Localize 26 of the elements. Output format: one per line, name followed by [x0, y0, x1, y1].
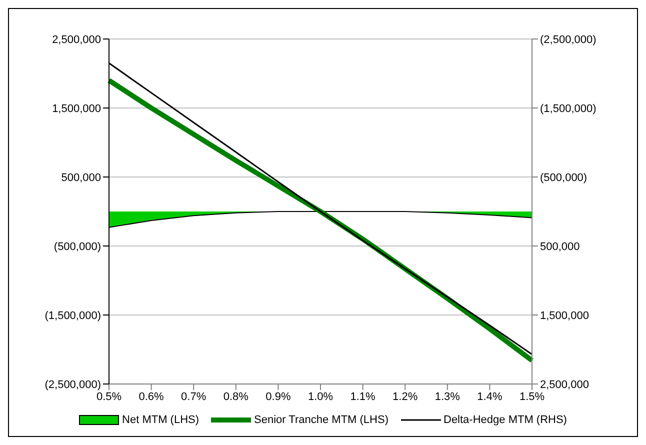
x-tick-label: 1.0% [308, 390, 334, 403]
legend-label: Net MTM (LHS) [122, 414, 200, 426]
legend-label: Delta-Hedge MTM (RHS) [444, 414, 567, 426]
y-tick-label: (500,000) [54, 240, 101, 253]
x-tick-label: 1.5% [519, 390, 545, 403]
x-tick-label: 0.5% [96, 390, 122, 403]
y2-tick-label: (1,500,000) [540, 102, 596, 115]
y-tick-label: 500,000 [61, 172, 101, 184]
x-tick-label: 0.8% [223, 390, 249, 403]
legend-label: Senior Tranche MTM (LHS) [254, 414, 388, 426]
y2-tick-label: 1,500,000 [540, 310, 589, 322]
x-tick-label: 1.2% [392, 390, 418, 403]
x-tick-label: 1.3% [434, 390, 460, 403]
x-tick-label: 0.6% [138, 390, 164, 403]
y2-tick-label: 500,000 [540, 240, 580, 253]
x-tick-label: 0.9% [266, 390, 291, 403]
y-tick-label: 1,500,000 [52, 102, 101, 115]
y2-tick-label: (500,000) [540, 172, 588, 184]
x-tick-label: 0.7% [181, 390, 206, 403]
y-tick-label: (2,500,000) [44, 378, 101, 391]
y-tick-label: (1,500,000) [44, 310, 101, 322]
y2-tick-label: 2,500,000 [540, 378, 589, 391]
y2-tick-label: (2,500,000) [540, 34, 596, 46]
x-tick-label: 1.1% [350, 390, 376, 403]
x-tick-label: 1.4% [477, 390, 502, 403]
y-tick-label: 2,500,000 [52, 34, 101, 46]
